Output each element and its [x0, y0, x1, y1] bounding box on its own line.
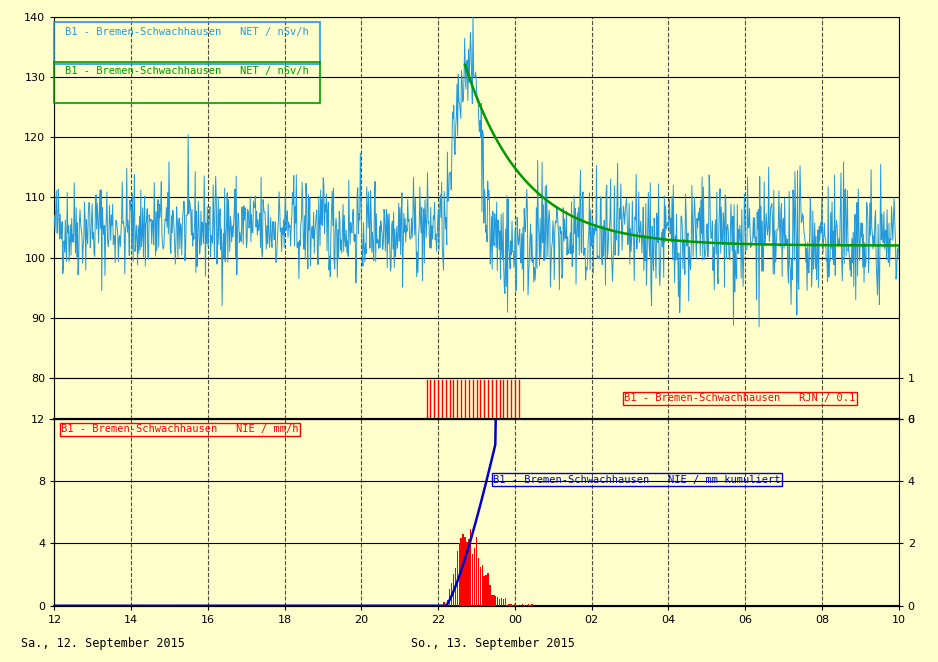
Text: B1 - Bremen-Schwachhausen   NIE / mm kumuliert: B1 - Bremen-Schwachhausen NIE / mm kumul…	[493, 475, 781, 485]
Bar	[457, 551, 458, 606]
Text: So., 13. September 2015: So., 13. September 2015	[411, 638, 574, 651]
Text: B1 - Bremen-Schwachhausen   RJN / 0.1: B1 - Bremen-Schwachhausen RJN / 0.1	[624, 393, 855, 403]
Bar	[495, 596, 496, 606]
Bar	[490, 585, 491, 606]
Bar	[481, 565, 483, 606]
Bar	[470, 529, 472, 606]
Bar	[487, 573, 489, 606]
Bar	[499, 598, 500, 606]
Bar	[522, 604, 523, 606]
Bar	[523, 605, 525, 606]
Bar	[532, 604, 533, 606]
Bar	[459, 544, 460, 606]
Text: B1 - Bremen-Schwachhausen   NET / nSv/h: B1 - Bremen-Schwachhausen NET / nSv/h	[65, 26, 309, 36]
Bar	[483, 577, 485, 606]
Bar	[472, 554, 474, 606]
Bar	[468, 539, 470, 606]
Bar	[518, 604, 520, 606]
Bar	[453, 574, 454, 606]
Bar	[510, 604, 512, 606]
Bar	[466, 542, 468, 606]
Bar	[497, 597, 498, 606]
Bar	[508, 604, 510, 606]
Bar	[443, 602, 445, 606]
Bar	[462, 534, 463, 606]
Text: B1 - Bremen-Schwachhausen   NIE / mm/h: B1 - Bremen-Schwachhausen NIE / mm/h	[61, 424, 298, 434]
Bar	[505, 598, 506, 606]
Bar	[474, 548, 476, 606]
Bar	[455, 568, 456, 606]
Bar	[449, 589, 450, 606]
Bar	[451, 583, 452, 606]
Bar	[445, 604, 446, 606]
Bar	[507, 605, 508, 606]
Bar	[477, 558, 479, 606]
Bar	[501, 598, 502, 606]
Bar	[514, 604, 516, 606]
Bar	[529, 605, 531, 606]
Bar	[527, 604, 529, 606]
Bar	[503, 598, 504, 606]
Bar	[512, 605, 514, 606]
Bar	[464, 538, 466, 606]
Bar	[525, 604, 527, 606]
Bar	[485, 575, 487, 606]
Text: Sa., 12. September 2015: Sa., 12. September 2015	[22, 638, 185, 651]
Bar	[479, 567, 481, 606]
Bar	[493, 595, 494, 606]
Text: B1 - Bremen-Schwachhausen   NET / nSv/h: B1 - Bremen-Schwachhausen NET / nSv/h	[65, 66, 309, 76]
Bar	[447, 600, 448, 606]
Bar	[476, 537, 477, 606]
Bar	[520, 605, 522, 606]
